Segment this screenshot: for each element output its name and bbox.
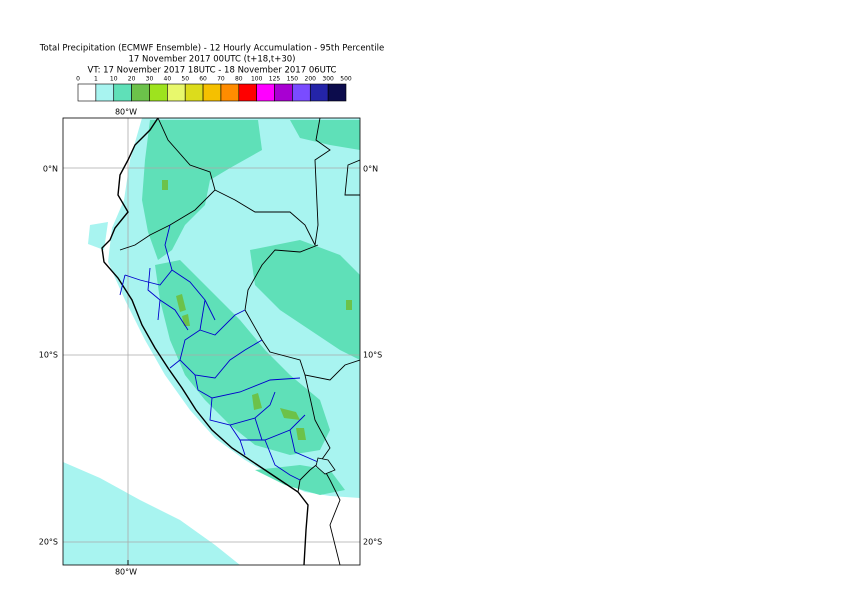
legend: 0 1 10 20 30 40 50 60 70 80 100 125 150 200 300 500 bbox=[76, 76, 352, 102]
precip-medium bbox=[250, 240, 360, 360]
precip-light bbox=[63, 462, 240, 565]
legend-swatch bbox=[238, 83, 257, 102]
lat-label: 10°S bbox=[363, 351, 382, 360]
legend-label: 10 bbox=[110, 76, 118, 83]
run-time: 17 November 2017 00UTC (t+18,t+30) bbox=[128, 55, 295, 65]
legend-label: 150 bbox=[287, 76, 299, 83]
lon-label: 80°W bbox=[115, 568, 137, 577]
legend-label: 30 bbox=[146, 76, 154, 83]
legend-label: 200 bbox=[305, 76, 317, 83]
precip-medium bbox=[290, 120, 360, 150]
legend-swatch bbox=[149, 83, 168, 102]
coastline bbox=[101, 118, 309, 565]
lake bbox=[315, 457, 336, 475]
precip-medium bbox=[142, 120, 262, 260]
lat-label: 0°N bbox=[363, 165, 378, 174]
legend-label: 125 bbox=[269, 76, 281, 83]
grid bbox=[63, 118, 360, 565]
lon-label: 80°W bbox=[115, 108, 137, 117]
legend-label: 60 bbox=[199, 76, 207, 83]
map-frame bbox=[62, 117, 361, 566]
region-border bbox=[119, 224, 319, 481]
legend-swatch bbox=[77, 83, 97, 102]
legend-swatch bbox=[256, 83, 275, 102]
legend-label: 70 bbox=[217, 76, 225, 83]
legend-label: 300 bbox=[322, 76, 334, 83]
legend-swatch bbox=[327, 83, 347, 102]
legend-label: 0 bbox=[76, 76, 80, 83]
legend-label: 40 bbox=[164, 76, 172, 83]
legend-swatch bbox=[184, 83, 204, 102]
precip-medium bbox=[155, 260, 330, 455]
legend-label: 1 bbox=[94, 76, 98, 83]
title: Total Precipitation (ECMWF Ensemble) - 1… bbox=[39, 44, 384, 54]
legend-swatch bbox=[309, 83, 329, 102]
lat-label: 20°S bbox=[363, 538, 382, 547]
legend-label: 80 bbox=[235, 76, 243, 83]
legend-swatch bbox=[202, 83, 222, 102]
lat-label: 20°S bbox=[39, 538, 58, 547]
legend-swatch bbox=[131, 83, 150, 102]
legend-swatch bbox=[220, 83, 240, 102]
lat-label: 10°S bbox=[39, 351, 58, 360]
legend-label: 100 bbox=[251, 76, 263, 83]
map bbox=[63, 118, 360, 565]
legend-label: 500 bbox=[340, 76, 352, 83]
legend-label: 50 bbox=[181, 76, 189, 83]
legend-swatch bbox=[292, 83, 311, 102]
legend-swatch bbox=[113, 83, 132, 102]
legend-label: 20 bbox=[128, 76, 136, 83]
lat-label: 0°N bbox=[43, 165, 58, 174]
legend-swatch bbox=[95, 83, 115, 102]
precip-light bbox=[88, 222, 108, 250]
valid-time: VT: 17 November 2017 18UTC - 18 November… bbox=[88, 66, 337, 76]
legend-swatch bbox=[167, 83, 186, 102]
legend-swatch bbox=[274, 83, 293, 102]
